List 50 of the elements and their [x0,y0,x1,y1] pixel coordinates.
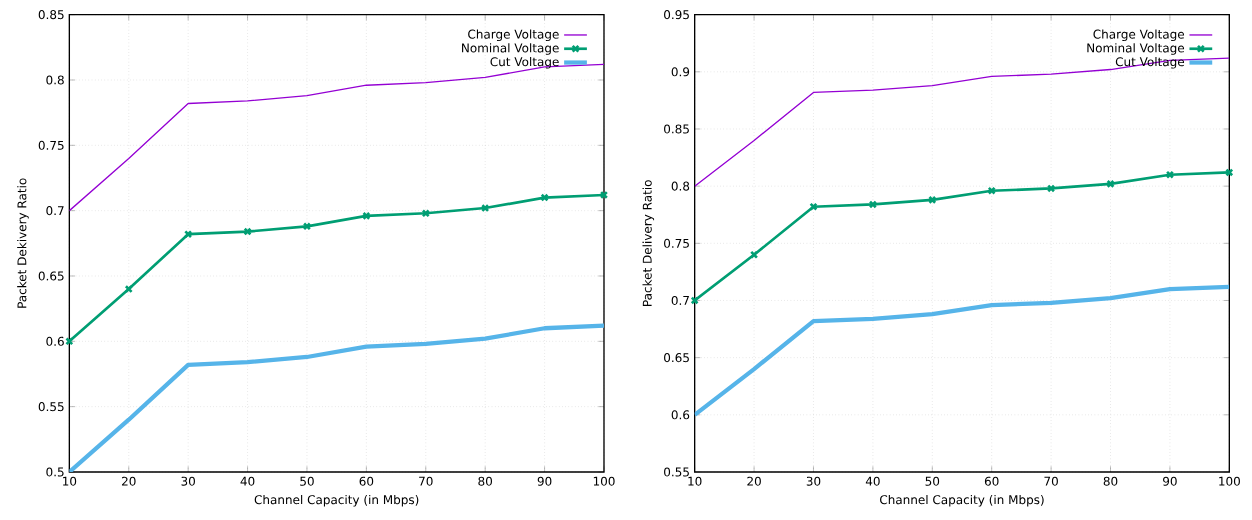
x-tick-label: 70 [1044,476,1058,486]
y-tick-label: 0.8 [46,75,64,85]
y-tick-label: 0.65 [664,353,689,363]
x-tick-label: 20 [122,476,136,486]
y-axis-title: Packet Dekivery Ratio [17,178,29,308]
legend-label: Charge Voltage [1093,29,1185,42]
y-tick-label: 0.6 [46,336,64,346]
x-tick-label: 50 [925,476,940,486]
x-tick-label: 80 [478,476,493,486]
x-tick-label: 90 [537,476,552,486]
x-tick-label: 100 [593,476,615,486]
y-tick-label: 0.7 [671,295,689,306]
legend-label: Nominal Voltage [462,43,559,55]
legend-label: Cut Voltage [490,56,559,69]
y-tick-label: 0.55 [38,402,64,412]
line-series [69,323,604,472]
x-tick-label: 40 [240,476,255,486]
x-tick-label: 60 [984,476,999,486]
x-tick-label: 30 [181,476,195,486]
point [1106,179,1115,189]
x-tick-label: 40 [865,476,880,486]
x-tick-label: 10 [63,476,77,486]
y-axis-title: Packet Delivery Ratio [642,180,655,306]
y-tick-label: 0.5 [46,467,64,477]
x-axis-title: Channel Capacity (in Mbps) [254,494,419,507]
line-series [694,57,1230,187]
y-tick-label: 0.75 [664,238,689,248]
legend-label: Nominal Voltage [1087,43,1185,55]
y-tick-label: 0.7 [46,206,64,216]
y-tick-label: 0.85 [664,124,689,134]
legend-label: Charge Voltage [468,29,559,42]
x-tick-label: 60 [359,476,374,486]
y-tick-label: 0.6 [671,410,690,420]
y-tick-label: 0.9 [671,67,690,77]
x-axis-title: Channel Capacity (in Mbps) [880,494,1044,507]
y-tick-label: 0.85 [38,10,64,20]
y-tick-label: 0.65 [38,271,64,281]
x-tick-label: 50 [300,476,314,486]
x-tick-label: 20 [747,476,761,486]
x-tick-label: 90 [1163,476,1177,486]
y-tick-label: 0.95 [664,10,689,20]
y-tick-label: 0.75 [38,140,64,150]
x-tick-label: 30 [806,476,821,486]
x-tick-label: 70 [419,476,433,486]
x-tick-label: 100 [1219,476,1240,486]
y-tick-label: 0.55 [664,467,689,477]
x-tick-label: 80 [1103,476,1118,486]
x-tick-label: 10 [688,476,702,486]
y-tick-label: 0.8 [671,181,690,191]
line-series [694,284,1230,417]
